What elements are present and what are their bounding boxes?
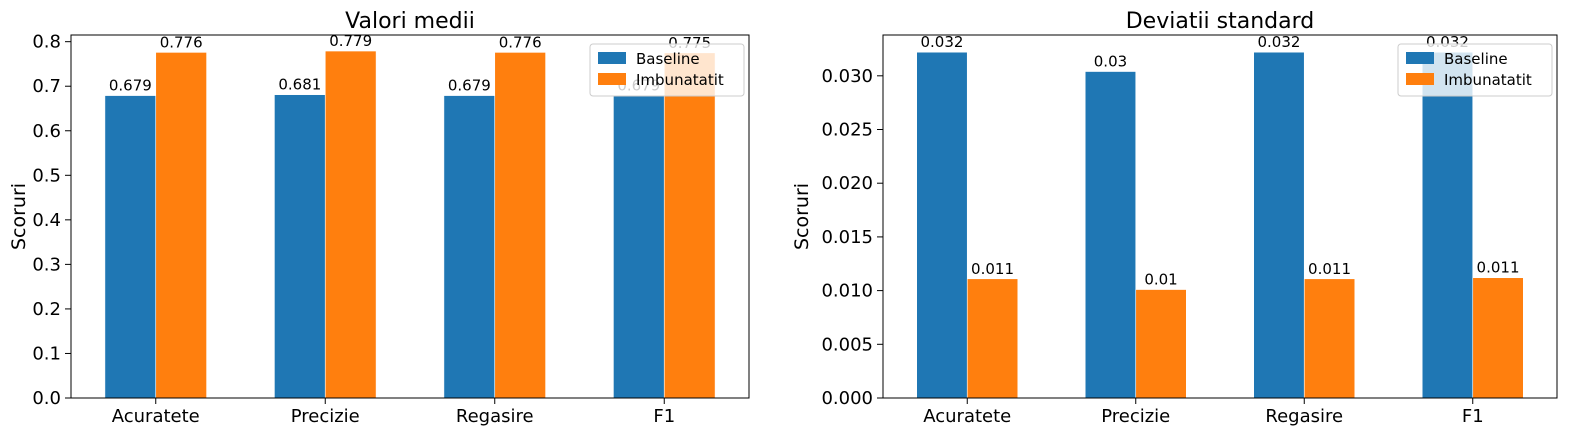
- plot-frame: [882, 34, 1558, 399]
- y-tick-label: 0.7: [32, 76, 61, 97]
- chart-title: Valori medii: [345, 9, 475, 34]
- y-axis-label: Scoruri: [8, 183, 30, 250]
- data-label: 0.679: [109, 77, 152, 95]
- legend-swatch-baseline: [1406, 52, 1434, 64]
- bar-imbunatatit-acuratete: [966, 278, 1019, 399]
- y-axis-label: Scoruri: [791, 183, 813, 250]
- y-tick-label: 0.2: [32, 299, 61, 320]
- bar-imbunatatit-regasire: [494, 52, 546, 399]
- y-tick-label: 0.1: [32, 343, 61, 364]
- bar-baseline-acuratete: [104, 95, 157, 399]
- data-label: 0.032: [920, 33, 963, 51]
- x-tick-label: Acuratete: [112, 406, 200, 427]
- bar-baseline-f1: [1421, 51, 1474, 399]
- legend: Baseline Imbunatatit: [589, 43, 745, 97]
- bar-baseline-regasire: [443, 95, 496, 399]
- y-tick-label: 0.4: [32, 210, 61, 231]
- legend-label: Imbunatatit: [1444, 71, 1532, 89]
- legend-label: Baseline: [636, 50, 700, 68]
- bar-imbunatatit-f1: [663, 52, 716, 399]
- bar-imbunatatit-acuratete: [155, 52, 207, 399]
- legend-box: [1397, 43, 1553, 97]
- bar-baseline-precizie: [274, 94, 326, 399]
- bar-baseline-acuratete: [916, 51, 968, 399]
- y-tick-label: 0.015: [821, 227, 873, 248]
- legend-swatch-baseline: [598, 52, 626, 64]
- y-tick-label: 0.3: [32, 254, 61, 275]
- data-label: 0.776: [499, 33, 542, 51]
- legend-swatch-imbunatatit: [598, 73, 626, 85]
- plot-frame: [70, 34, 750, 399]
- bars-group: [104, 50, 716, 399]
- y-tick-label: 0.010: [821, 281, 873, 302]
- chart-title: Deviatii standard: [1126, 9, 1315, 34]
- data-label: 0.681: [278, 76, 321, 94]
- legend-box: [589, 43, 745, 97]
- x-tick-label: Precizie: [1101, 406, 1170, 427]
- x-tick-label: Precizie: [291, 406, 360, 427]
- bar-imbunatatit-f1: [1472, 277, 1524, 399]
- bar-imbunatatit-precizie: [1135, 289, 1187, 399]
- y-tick-label: 0.0: [32, 388, 61, 409]
- x-tick-label: F1: [1462, 406, 1484, 427]
- chart-deviatii-standard: Deviatii standard Scoruri 0.032 0.011 0.03…: [791, 9, 1558, 427]
- y-tick-label: 0.020: [821, 173, 873, 194]
- x-tick-label: F1: [653, 406, 675, 427]
- data-label: 0.011: [1308, 260, 1351, 278]
- data-label: 0.03: [1094, 53, 1127, 71]
- x-tick-label: Regasire: [456, 406, 534, 427]
- data-label: 0.011: [1477, 259, 1520, 277]
- y-tick-label: 0.8: [32, 32, 61, 53]
- bar-baseline-f1: [613, 95, 665, 399]
- x-tick-label: Acuratete: [923, 406, 1011, 427]
- chart-valori-medii: Valori medii Scoruri 0.679 0.776 0.681 0.77…: [8, 9, 750, 427]
- data-label: 0.679: [448, 77, 491, 95]
- y-tick-label: 0.5: [32, 165, 61, 186]
- y-tick-label: 0.005: [821, 334, 873, 355]
- bar-baseline-regasire: [1253, 51, 1305, 399]
- y-tick-label: 0.030: [821, 66, 873, 87]
- data-label: 0.032: [1257, 33, 1300, 51]
- y-tick-label: 0.000: [821, 388, 873, 409]
- data-label: 0.01: [1144, 271, 1177, 289]
- legend: Baseline Imbunatatit: [1397, 43, 1553, 97]
- bars-group: [916, 51, 1524, 399]
- axes: 0.000 0.005 0.010 0.015 0.020 0.025 0.030 Acura…: [821, 34, 1558, 427]
- legend-swatch-imbunatatit: [1406, 73, 1434, 85]
- y-tick-label: 0.6: [32, 121, 61, 142]
- legend-label: Imbunatatit: [636, 71, 724, 89]
- x-tick-label: Regasire: [1265, 406, 1343, 427]
- bar-imbunatatit-regasire: [1303, 278, 1356, 399]
- y-tick-label: 0.025: [821, 120, 873, 141]
- bar-baseline-precizie: [1084, 71, 1137, 399]
- data-label: 0.776: [160, 33, 203, 51]
- legend-label: Baseline: [1444, 50, 1508, 68]
- axes: 0.0 0.1 0.2 0.3 0.4 0.5 0.6 0.7 0.8 Acuratete Prec…: [32, 32, 750, 427]
- data-label: 0.011: [971, 260, 1014, 278]
- bar-imbunatatit-precizie: [324, 50, 377, 399]
- data-label: 0.779: [329, 32, 372, 50]
